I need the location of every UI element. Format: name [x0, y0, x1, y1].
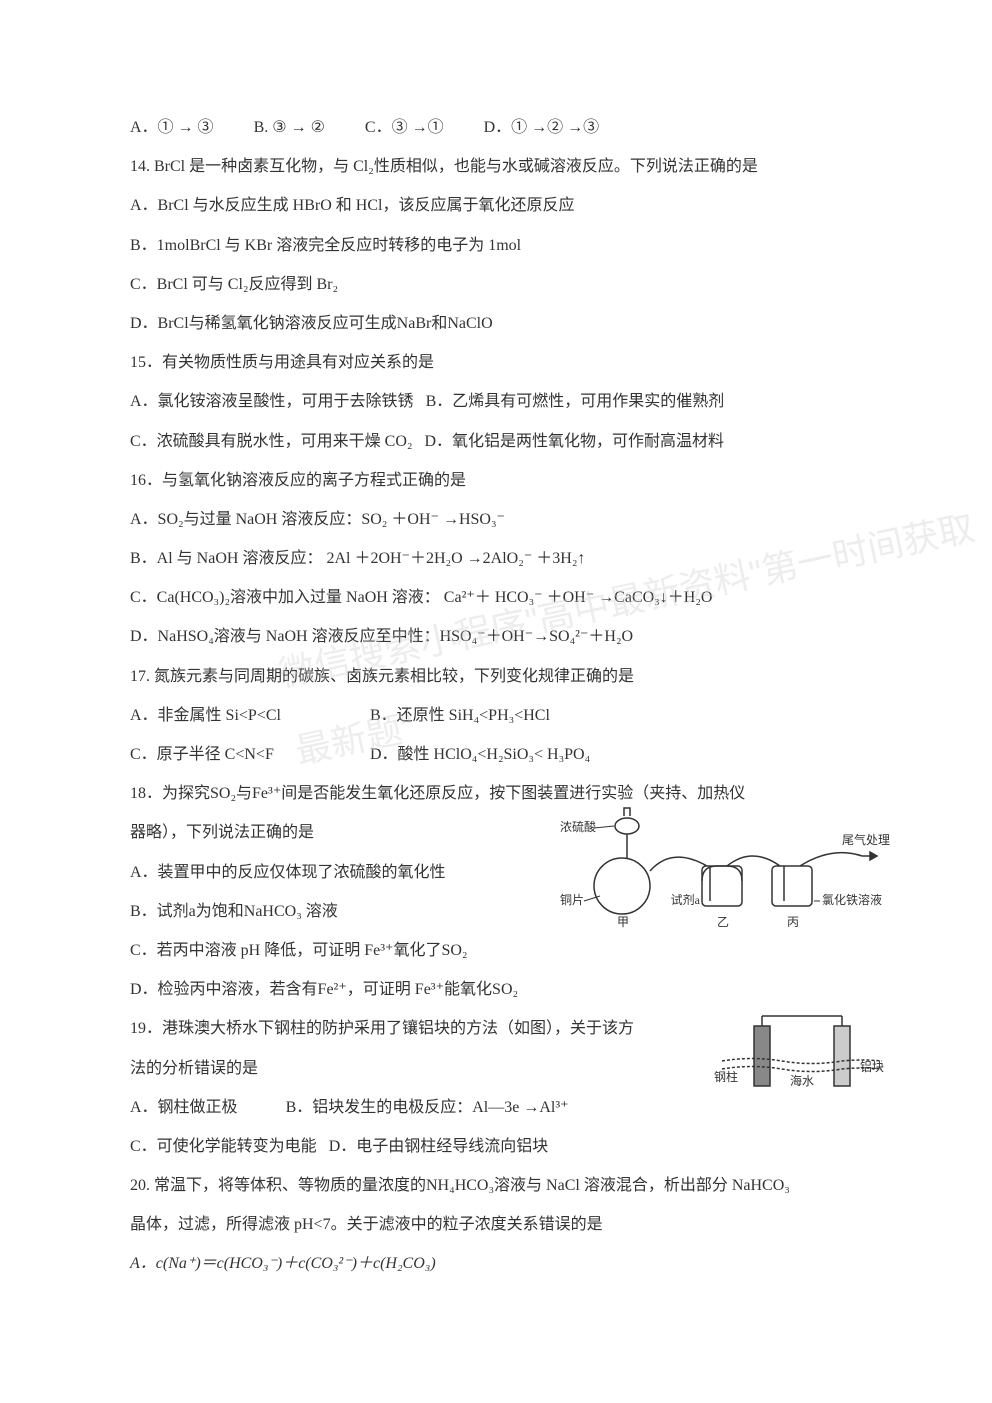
q15-a: A．氯化铵溶液呈酸性，可用于去除铁锈 — [130, 393, 414, 410]
q18-label-shijia: 试剂a — [671, 892, 701, 907]
q15-d: D．氧化铝是两性氧化物，可作耐高温材料 — [424, 433, 724, 450]
q13-opt-d: D．① →② →③ — [484, 110, 600, 145]
q16-d: D．NaHSO₄溶液与 NaOH 溶液反应至中性：HSO₄⁻＋OH⁻→SO₄²⁻… — [130, 619, 862, 654]
q17-stem: 17. 氮族元素与同周期的碳族、卤族元素相比较，下列变化规律正确的是 — [130, 659, 862, 694]
q13-options: A．① → ③ B. ③ → ② C．③ →① D．① →② →③ — [130, 110, 862, 145]
q19-b: B．铝块发生的电极反应：Al—3e →Al³⁺ — [286, 1099, 569, 1116]
q17-row2: C．原子半径 C<N<F D．酸性 HClO₄<H₂SiO₃< H₃PO₄ — [130, 737, 862, 772]
q13-opt-c: C．③ →① — [365, 110, 444, 145]
q18-c: C．若丙中溶液 pH 降低，可证明 Fe³⁺氧化了SO₂ — [130, 933, 862, 968]
q18-label-lvhua: 氯化铁溶液 — [822, 892, 882, 907]
q20-stem2: 晶体，过滤，所得滤液 pH<7。关于滤液中的粒子浓度关系错误的是 — [130, 1207, 862, 1242]
q16-a: A．SO₂与过量 NaOH 溶液反应：SO₂ ＋OH⁻ →HSO₃⁻ — [130, 502, 862, 537]
q17-a: A．非金属性 Si<P<Cl — [130, 698, 370, 733]
q18: 18．为探究SO₂与Fe³⁺间是否能发生氧化还原反应，按下图装置进行实验（夹持、… — [130, 776, 862, 1007]
q19-a: A．钢柱做正极 — [130, 1099, 238, 1116]
q17-b: B．还原性 SiH₄<PH₃<HCl — [370, 698, 550, 733]
q19-row2: C．可使化学能转变为电能 D．电子由钢柱经导线流向铝块 — [130, 1129, 862, 1164]
q18-diagram: 浓硫酸 尾气处理 铜片 试剂a 氯化铁溶液 甲 乙 丙 — [552, 796, 892, 936]
q18-label-nongliu: 浓硫酸 — [560, 819, 596, 834]
q19-label-haishui: 海水 — [790, 1073, 814, 1088]
q17-row1: A．非金属性 Si<P<Cl B．还原性 SiH₄<PH₃<HCl — [130, 698, 862, 733]
q18-label-tongpian: 铜片 — [560, 892, 584, 907]
q15-c: C．浓硫酸具有脱水性，可用来干燥 CO₂ — [130, 433, 412, 450]
q20-a: A．c(Na⁺)＝c(HCO₃⁻)＋c(CO₃²⁻)＋c(H₂CO₃) — [130, 1246, 862, 1281]
q19-d: D．电子由钢柱经导线流向铝块 — [329, 1138, 549, 1155]
q15-b: B．乙烯具有可燃性，可用作果实的催熟剂 — [426, 393, 725, 410]
q20-stem1: 20. 常温下，将等体积、等物质的量浓度的NH₄HCO₃溶液与 NaCl 溶液混… — [130, 1168, 862, 1203]
q15-row2: C．浓硫酸具有脱水性，可用来干燥 CO₂ D．氧化铝是两性氧化物，可作耐高温材料 — [130, 424, 862, 459]
q19: 19．港珠澳大桥水下钢柱的防护采用了镶铝块的方法（如图），关于该方 法的分析错误… — [130, 1011, 862, 1164]
q18-label-bing: 丙 — [787, 915, 799, 929]
q16-stem: 16．与氢氧化钠溶液反应的离子方程式正确的是 — [130, 463, 862, 498]
q16-b: B．Al 与 NaOH 溶液反应： 2Al ＋2OH⁻＋2H₂O →2AlO₂⁻… — [130, 541, 862, 576]
q17-c: C．原子半径 C<N<F — [130, 737, 370, 772]
q13-opt-a: A．① → ③ — [130, 110, 214, 145]
q13-opt-b: B. ③ → ② — [254, 110, 325, 145]
q14-a: A．BrCl 与水反应生成 HBrO 和 HCl，该反应属于氧化还原反应 — [130, 188, 862, 223]
q19-c: C．可使化学能转变为电能 — [130, 1138, 317, 1155]
q19-diagram: 钢柱 海水 铝块 — [712, 1011, 892, 1111]
q14-stem: 14. BrCl 是一种卤素互化物，与 Cl₂性质相似，也能与水或碱溶液反应。下… — [130, 149, 862, 184]
q14-b: B．1molBrCl 与 KBr 溶液完全反应时转移的电子为 1mol — [130, 228, 862, 263]
q14-c: C．BrCl 可与 Cl₂反应得到 Br₂ — [130, 267, 862, 302]
q19-label-lvkuai: 铝块 — [860, 1059, 884, 1074]
q19-label-gangzhu: 钢柱 — [714, 1069, 738, 1084]
q18-d: D．检验丙中溶液，若含有Fe²⁺，可证明 Fe³⁺能氧化SO₂ — [130, 972, 862, 1007]
q18-label-yi: 乙 — [717, 915, 729, 929]
q14-d: D．BrCl与稀氢氧化钠溶液反应可生成NaBr和NaClO — [130, 306, 862, 341]
q16-c: C．Ca(HCO₃)₂溶液中加入过量 NaOH 溶液： Ca²⁺＋ HCO₃⁻ … — [130, 580, 862, 615]
q17-d: D．酸性 HClO₄<H₂SiO₃< H₃PO₄ — [370, 737, 590, 772]
q18-label-weiqi: 尾气处理 — [842, 832, 890, 847]
q15-row1: A．氯化铵溶液呈酸性，可用于去除铁锈 B．乙烯具有可燃性，可用作果实的催熟剂 — [130, 384, 862, 419]
q15-stem: 15．有关物质性质与用途具有对应关系的是 — [130, 345, 862, 380]
q18-label-jia: 甲 — [617, 915, 629, 929]
